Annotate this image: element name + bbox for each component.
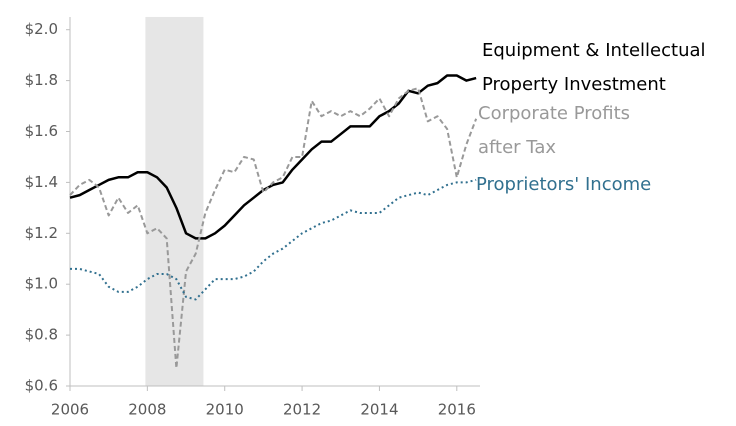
y-tick-label: $1.6 [25, 122, 58, 140]
x-tick-label: 2008 [128, 401, 166, 419]
y-tick-label: $1.8 [25, 71, 58, 89]
series-label: Equipment & Intellectual Property Invest… [482, 40, 706, 95]
x-tick-label: 2016 [438, 401, 476, 419]
series-label: Proprietors' Income [476, 174, 652, 195]
y-tick-label: $0.8 [25, 326, 58, 344]
x-tick-label: 2010 [206, 401, 244, 419]
series-line [70, 178, 477, 301]
series-line [69, 87, 478, 370]
x-tick-label: 2012 [283, 401, 321, 419]
y-tick-label: $0.6 [25, 377, 58, 395]
series-label: Corporate Profits after Tax [478, 103, 631, 158]
y-tick-label: $1.4 [25, 173, 58, 191]
x-tick-label: 2006 [51, 401, 89, 419]
y-tick-label: $1.0 [25, 275, 58, 293]
y-tick-label: $1.2 [25, 224, 58, 242]
series-line [69, 74, 477, 240]
x-tick-label: 2014 [360, 401, 398, 419]
y-tick-label: $2.0 [25, 20, 58, 38]
